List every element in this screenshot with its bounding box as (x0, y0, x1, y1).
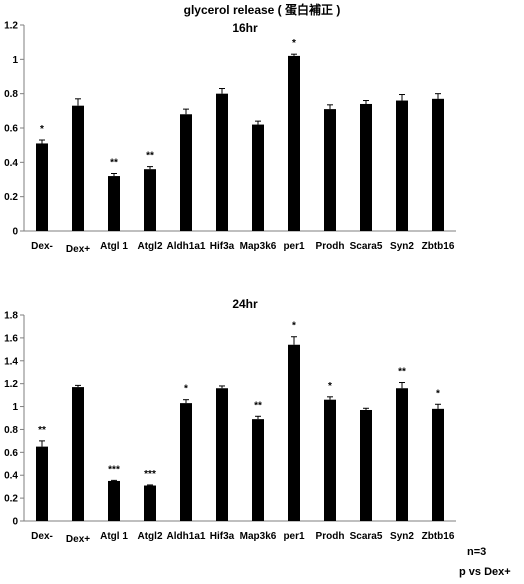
bar (108, 480, 120, 521)
x-tick-label: Hif3a (210, 241, 235, 252)
bar (360, 103, 372, 231)
y-tick-label: 0.4 (4, 158, 18, 169)
y-tick-label: 0.4 (4, 471, 18, 482)
x-tick-label: Prodh (316, 241, 345, 252)
bar (36, 446, 48, 521)
bar (288, 344, 300, 521)
x-tick-label: Zbtb16 (422, 531, 455, 542)
significance-label: * (40, 124, 44, 135)
y-tick-label: 0 (12, 227, 18, 238)
x-tick-label: per1 (283, 241, 305, 252)
significance-label: ** (254, 400, 262, 411)
y-tick-label: 1.2 (4, 379, 18, 390)
significance-label: * (328, 381, 332, 392)
chart-title: 24hr (232, 297, 258, 311)
y-tick-label: 1.4 (4, 356, 18, 367)
x-tick-label: Dex+ (66, 534, 90, 545)
comparison-note: p vs Dex+ (459, 566, 511, 578)
y-tick-label: 0.6 (4, 124, 18, 135)
y-tick-label: 0.2 (4, 494, 18, 505)
x-tick-label: Atgl 1 (100, 241, 128, 252)
significance-label: * (436, 388, 440, 399)
y-tick-label: 1 (12, 402, 18, 413)
x-tick-label: Zbtb16 (422, 241, 455, 252)
x-tick-label: Dex- (31, 531, 53, 542)
x-tick-label: per1 (283, 531, 305, 542)
y-tick-label: 0.8 (4, 425, 18, 436)
bar (180, 114, 192, 231)
y-tick-label: 1.8 (4, 311, 18, 322)
bar (288, 55, 300, 232)
significance-label: *** (108, 464, 120, 475)
y-tick-label: 1.2 (4, 21, 18, 32)
bar (216, 93, 228, 232)
y-tick-label: 1 (12, 55, 18, 66)
x-tick-label: Syn2 (390, 531, 414, 542)
x-tick-label: Atgl 1 (100, 531, 128, 542)
x-tick-label: Aldh1a1 (167, 241, 206, 252)
x-tick-label: Scara5 (350, 241, 383, 252)
significance-label: * (292, 38, 296, 49)
y-tick-label: 1.6 (4, 333, 18, 344)
y-tick-label: 0.6 (4, 448, 18, 459)
x-tick-label: Hif3a (210, 531, 235, 542)
bar (396, 100, 408, 232)
y-tick-label: 0.2 (4, 192, 18, 203)
bar (144, 485, 156, 521)
x-tick-label: Dex+ (66, 244, 90, 255)
bar (72, 387, 84, 521)
bar (180, 403, 192, 521)
y-tick-label: 0 (12, 517, 18, 528)
x-tick-label: Map3k6 (240, 531, 277, 542)
x-tick-label: Dex- (31, 241, 53, 252)
bar (72, 105, 84, 231)
bar (432, 408, 444, 521)
bar (360, 409, 372, 521)
x-tick-label: Prodh (316, 531, 345, 542)
x-tick-label: Aldh1a1 (167, 531, 206, 542)
x-tick-label: Syn2 (390, 241, 414, 252)
x-tick-label: Atgl2 (138, 531, 163, 542)
bar (324, 399, 336, 521)
bar (324, 109, 336, 231)
sample-size-note: n=3 (467, 546, 487, 558)
x-tick-label: Scara5 (350, 531, 383, 542)
chart-title: 16hr (232, 21, 258, 35)
bar (396, 388, 408, 521)
bar (216, 388, 228, 521)
significance-label: ** (110, 157, 118, 168)
bar (252, 419, 264, 521)
significance-label: ** (146, 151, 154, 162)
significance-label: *** (144, 469, 156, 480)
significance-label: * (184, 384, 188, 395)
significance-label: * (292, 321, 296, 332)
bar (36, 143, 48, 231)
page-title: glycerol release ( 蛋白補正 ) (183, 3, 341, 17)
y-tick-label: 0.8 (4, 89, 18, 100)
significance-label: ** (398, 367, 406, 378)
bar (144, 169, 156, 231)
bar (432, 98, 444, 231)
bar (252, 124, 264, 231)
x-tick-label: Map3k6 (240, 241, 277, 252)
x-tick-label: Atgl2 (138, 241, 163, 252)
bar (108, 176, 120, 231)
significance-label: ** (38, 425, 46, 436)
